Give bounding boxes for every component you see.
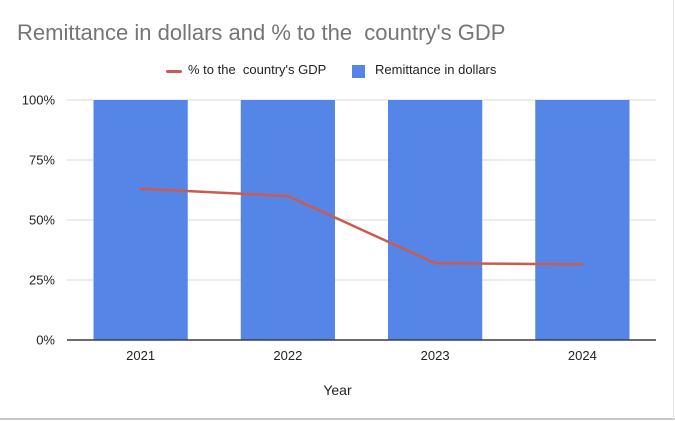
gdp-share-line: [139, 187, 584, 266]
bar-2022: [240, 100, 335, 340]
y-tick-label: 75%: [29, 153, 55, 168]
x-tick-label: 2022: [273, 348, 302, 363]
bar-2024: [535, 100, 630, 340]
y-tick-label: 25%: [29, 273, 55, 288]
legend-label-remittance: Remittance in dollars: [375, 62, 497, 77]
legend-label-gdp: % to the country's GDP: [188, 62, 327, 77]
legend: % to the country's GDP Remittance in dol…: [0, 60, 675, 80]
x-tick-label: 2024: [568, 348, 597, 363]
legend-swatch-bar: [352, 65, 365, 78]
chart-title: Remittance in dollars and % to the count…: [17, 20, 506, 45]
y-tick-label: 100%: [22, 93, 56, 108]
bar-2023: [388, 100, 483, 340]
x-axis-title: Year: [323, 382, 352, 398]
y-tick-label: 0%: [36, 333, 55, 348]
bar-2021: [93, 100, 188, 340]
legend-swatch-line: [166, 70, 182, 73]
right-divider: [673, 0, 674, 421]
y-tick-label: 50%: [29, 213, 55, 228]
x-tick-label: 2023: [421, 348, 450, 363]
x-tick-label: 2021: [126, 348, 155, 363]
bottom-divider: [0, 418, 675, 420]
